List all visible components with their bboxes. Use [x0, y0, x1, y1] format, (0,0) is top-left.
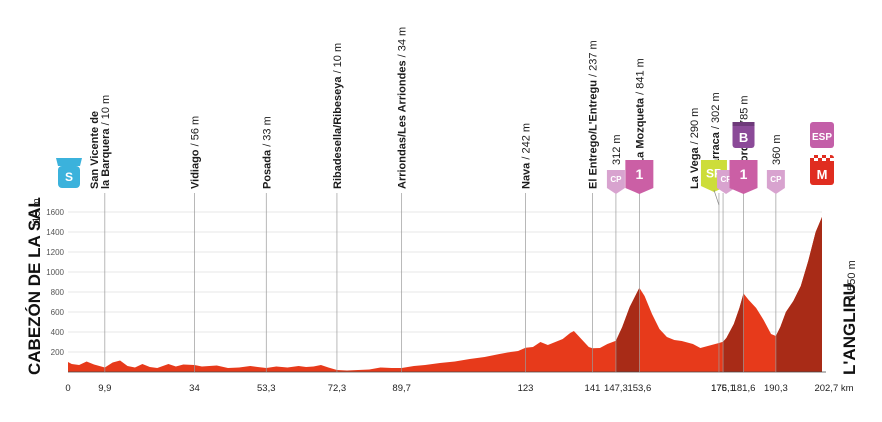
finish-altitude: 1.550 m [846, 260, 858, 300]
waypoint-label: La Vega / 290 m [689, 108, 701, 189]
cp-badge: CP [766, 170, 785, 194]
x-tick-label: 147,3 [604, 383, 628, 394]
y-axis-ticks: 200 400 600 800 1000 1200 1400 1600 [46, 208, 64, 357]
waypoint-label: El Entrego/L'Entregu / 237 m [587, 40, 599, 189]
grid [68, 211, 822, 353]
waypoint-label: 312 m [611, 134, 623, 165]
x-tick-label: 53,3 [257, 383, 276, 394]
waypoint-labels: San Vicente dela Barquera / 10 m Vidiago … [89, 27, 783, 189]
cp-badge-label: CP [610, 175, 622, 184]
esp-badge: ESP [810, 122, 834, 148]
y-tick-label: 1600 [46, 208, 64, 217]
start-name: CABEZÓN DE LA SAL [25, 197, 44, 375]
waypoint-label: Vidiago / 56 m [189, 116, 201, 189]
y-tick-label: 1000 [46, 268, 64, 277]
start-badge-label: S [65, 170, 73, 184]
sprint-leader [713, 189, 720, 206]
waypoint-label: 360 m [771, 134, 783, 165]
finish-badge: M [810, 155, 834, 185]
y-tick-label: 600 [51, 308, 65, 317]
cp-badge-label: CP [720, 175, 732, 184]
x-tick-label: 153,6 [627, 383, 651, 394]
x-tick-label: 72,3 [328, 383, 347, 394]
cat1-badge: 1 [729, 160, 758, 194]
cat1-badge-label: 1 [635, 166, 643, 182]
cp-badge: CP [606, 170, 625, 194]
y-tick-label: 800 [51, 288, 65, 297]
x-tick-label: 202,7 km [814, 383, 853, 394]
x-tick-label: 190,3 [764, 383, 788, 394]
finish-label: L'ANGLIRU 1.550 m [840, 260, 859, 375]
x-tick-label: 89,7 [392, 383, 411, 394]
waypoint-lines [104, 192, 777, 372]
cat1-badge-label: 1 [740, 166, 748, 182]
profile-fill [68, 217, 822, 372]
start-label: CABEZÓN DE LA SAL 115 m [25, 197, 44, 375]
x-tick-label: 0 [65, 383, 70, 394]
waypoint-label: Posada / 33 m [261, 116, 273, 189]
y-tick-label: 200 [51, 348, 65, 357]
bonus-badge-label: B [739, 130, 748, 145]
profile-area [68, 217, 826, 373]
start-altitude: 115 m [31, 198, 43, 228]
steep-climb [723, 293, 744, 372]
waypoint-label: Ribadesella/Ribeseya / 10 m [332, 43, 344, 189]
x-axis-ticks: 0 9,9 34 53,3 72,3 89,7 123 141 147,3 153,6 175176… [65, 383, 853, 394]
bonus-badge: B [732, 122, 755, 148]
x-tick-label: 34 [189, 383, 200, 394]
x-tick-label: 123 [518, 383, 534, 394]
y-tick-label: 1200 [46, 248, 64, 257]
esp-badge-label: ESP [812, 132, 832, 143]
x-tick-label: 181,6 [732, 383, 756, 394]
waypoint-label: San Vicente dela Barquera / 10 m [89, 95, 112, 189]
steep-climb [775, 217, 822, 372]
x-tick-label: 176,1 [711, 383, 735, 394]
finish-badge-label: M [817, 167, 828, 182]
y-tick-label: 1400 [46, 228, 64, 237]
x-tick-label: 141 [585, 383, 601, 394]
steep-climb [615, 287, 640, 372]
cat1-badge: 1 [625, 160, 654, 194]
cp-badge-label: CP [770, 175, 782, 184]
waypoint-label: Nava / 242 m [521, 123, 533, 189]
start-badge: S [56, 158, 82, 188]
finish-name: L'ANGLIRU [840, 283, 859, 375]
y-tick-label: 400 [51, 328, 65, 337]
waypoint-label: Arriondas/Les Arriondes / 34 m [397, 27, 409, 189]
x-tick-label: 9,9 [98, 383, 111, 394]
x-tick-label: 175 [711, 383, 727, 394]
